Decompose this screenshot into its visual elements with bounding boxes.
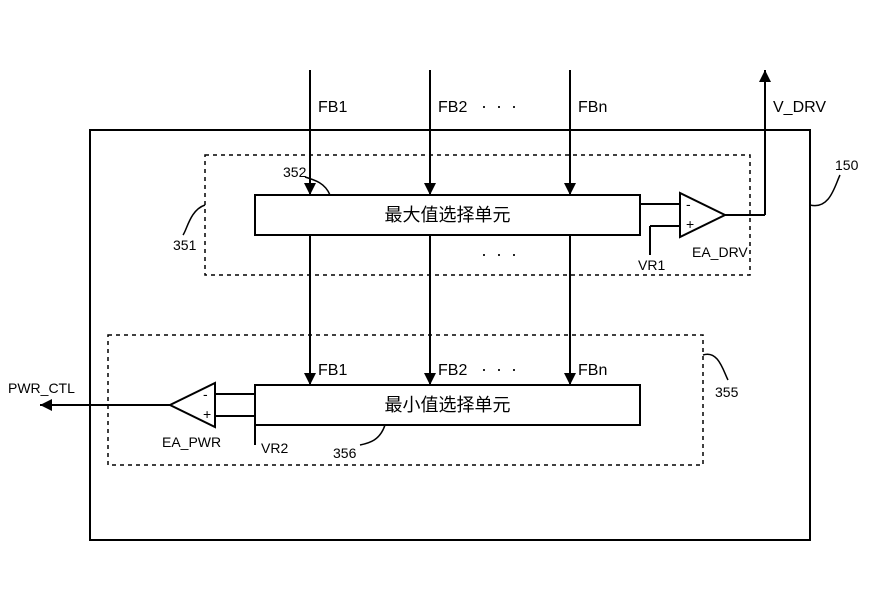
label-fbn-top: FBn	[578, 99, 607, 116]
label-pwrctl: PWR_CTL	[8, 380, 75, 396]
label-fbn-bot: FBn	[578, 362, 607, 379]
ref-150: 150	[835, 157, 859, 173]
amp-drv-pos: +	[686, 216, 694, 232]
ref-351: 351	[173, 237, 197, 253]
ellipsis-mid: · · ·	[481, 244, 519, 264]
amp-drv-label: EA_DRV	[692, 244, 748, 260]
label-fb2-top: FB2	[438, 99, 467, 116]
ellipsis-bot: · · ·	[481, 359, 519, 379]
ellipsis-top: · · ·	[481, 96, 519, 116]
max-select-label: 最大值选择单元	[385, 205, 511, 225]
label-vdrv: V_DRV	[773, 99, 826, 116]
amp-pwr-neg: -	[203, 386, 208, 402]
amp-drv-neg: -	[686, 196, 691, 212]
label-fb1-bot: FB1	[318, 362, 347, 379]
amp-pwr-pos: +	[203, 406, 211, 422]
ref-355: 355	[715, 384, 739, 400]
label-vr2: VR2	[261, 440, 288, 456]
label-fb2-bot: FB2	[438, 362, 467, 379]
ref-356: 356	[333, 445, 357, 461]
label-fb1-top: FB1	[318, 99, 347, 116]
amp-pwr-label: EA_PWR	[162, 434, 221, 450]
ref-352: 352	[283, 164, 307, 180]
min-select-label: 最小值选择单元	[385, 395, 511, 415]
label-vr1: VR1	[638, 257, 665, 273]
